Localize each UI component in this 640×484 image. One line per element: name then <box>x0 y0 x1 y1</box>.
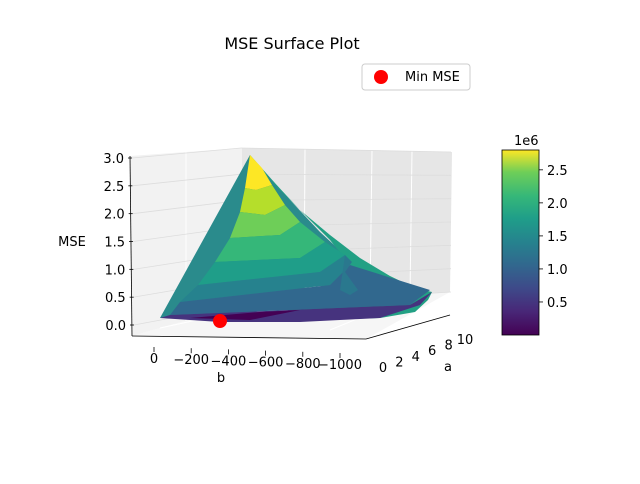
x-axis-line <box>131 335 367 340</box>
z-tick-label: 0.0 <box>105 319 126 334</box>
x-tick-label: 0 <box>150 352 158 367</box>
z-tick-label: 3.0 <box>103 152 124 167</box>
surface-band <box>215 222 325 262</box>
surface-peak <box>245 155 272 190</box>
y-tick-label: 8 <box>444 339 452 354</box>
z-tick-label: 2.5 <box>104 180 125 195</box>
y-tick-labels: 0 2 4 6 8 10 <box>379 333 473 376</box>
z-gridline-left <box>132 173 242 187</box>
z-tick-labels: 0.0 0.5 1.0 1.5 2.0 2.5 3.0 <box>103 152 134 334</box>
legend-label-min-mse: Min MSE <box>405 70 460 85</box>
colorbar-gradient <box>501 149 540 336</box>
chart-title: MSE Surface Plot <box>224 34 359 53</box>
y-tick-label: 2 <box>395 355 403 370</box>
x-axis-label: b <box>217 371 225 386</box>
surface-ridge <box>340 255 358 295</box>
colorbar-tick-label: 2.5 <box>547 164 568 179</box>
colorbar: 1e6 0.5 1.0 1.5 2.0 2.5 <box>501 134 568 336</box>
surface-trough <box>160 292 432 322</box>
z-tick-label: 1.5 <box>104 236 125 251</box>
legend-marker-min-mse <box>374 70 388 84</box>
x-tick-label: −200 <box>173 353 209 368</box>
colorbar-ticks: 0.5 1.0 1.5 2.0 2.5 <box>539 164 568 311</box>
surface-band <box>198 242 345 285</box>
x-tick-labels: 0 −200 −400 −600 −800−1000 <box>150 347 362 373</box>
surface-band <box>180 255 350 302</box>
z-tick-label: 2.0 <box>104 208 125 223</box>
surface-band <box>240 185 285 215</box>
colorbar-tick-label: 1.0 <box>547 263 568 278</box>
y-tick-label: 6 <box>428 344 436 359</box>
x-tick-label: −600 <box>248 356 284 371</box>
z-gridline-left <box>132 199 242 215</box>
z-tick-label: 1.0 <box>105 263 126 278</box>
surface-band <box>230 205 300 238</box>
y-tick-label: 10 <box>457 333 474 348</box>
surface-band <box>170 265 430 315</box>
z-axis-label: MSE <box>58 235 86 250</box>
surface <box>160 155 432 322</box>
legend-frame <box>361 63 471 91</box>
z-gridline-back <box>240 147 452 153</box>
colorbar-tick-label: 2.0 <box>547 197 568 212</box>
x-tick-label: −1000 <box>318 358 362 373</box>
x-tick-label: −400 <box>211 354 247 369</box>
y-axis-line <box>365 314 451 340</box>
legend: Min MSE <box>361 63 471 91</box>
y-tick-label: 0 <box>379 361 387 376</box>
y-tick-label: 4 <box>412 350 420 365</box>
min-mse-point <box>213 314 227 328</box>
x-tick-label: −800 <box>285 357 321 372</box>
z-tick-label: 0.5 <box>105 291 126 306</box>
z-gridline-left <box>131 147 242 159</box>
colorbar-tick-label: 1.5 <box>547 230 568 245</box>
colorbar-multiplier: 1e6 <box>514 134 539 149</box>
y-axis-label: a <box>444 360 452 375</box>
z-gridline-back <box>240 173 452 176</box>
colorbar-tick-label: 0.5 <box>547 296 568 311</box>
